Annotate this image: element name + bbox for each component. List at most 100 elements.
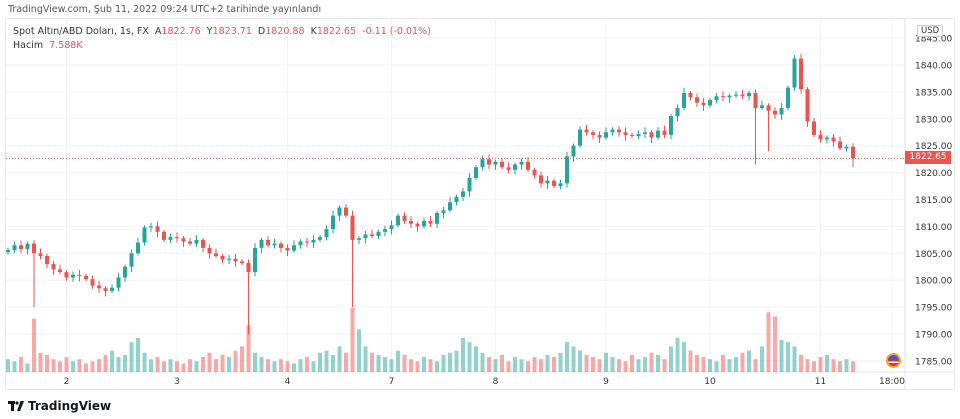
candle-body[interactable] [760,105,764,109]
candle-body[interactable] [701,102,706,106]
candle-body[interactable] [246,262,251,273]
candle-body[interactable] [805,89,810,122]
candle-body[interactable] [558,183,563,187]
candle-body[interactable] [467,177,472,192]
candle-body[interactable] [292,245,296,251]
candle-body[interactable] [175,237,179,239]
candle-body[interactable] [656,130,660,138]
candle-body[interactable] [526,161,530,170]
candle-body[interactable] [721,96,725,98]
symbol-label[interactable]: Spot Altın/ABD Doları, 1s, FX [13,26,149,37]
candle-body[interactable] [298,241,303,246]
candle-body[interactable] [552,180,556,187]
us-flag-event-icon[interactable] [886,353,901,368]
candle-body[interactable] [227,258,231,260]
candle-body[interactable] [32,243,36,254]
candle-body[interactable] [838,141,842,149]
candle-body[interactable] [766,105,771,111]
candle-body[interactable] [513,164,517,170]
candle-body[interactable] [714,96,719,100]
candle-body[interactable] [617,129,621,133]
candle-body[interactable] [311,239,316,243]
candle-body[interactable] [116,277,121,288]
candle-body[interactable] [480,159,485,168]
candle-body[interactable] [272,243,277,246]
candle-body[interactable] [25,243,30,249]
candle-body[interactable] [370,234,374,237]
candle-body[interactable] [142,227,147,243]
candle-body[interactable] [71,274,75,278]
candle-body[interactable] [266,239,270,246]
candle-body[interactable] [675,108,680,117]
candle-body[interactable] [786,87,790,109]
candle-body[interactable] [474,167,478,178]
candle-body[interactable] [350,215,355,240]
candle-body[interactable] [539,175,543,184]
candle-body[interactable] [259,239,264,248]
candle-body[interactable] [38,253,43,256]
candle-body[interactable] [708,99,712,106]
candle-body[interactable] [363,234,368,239]
candle-body[interactable] [636,133,641,137]
candle-body[interactable] [123,266,127,278]
candle-body[interactable] [461,191,465,197]
candle-body[interactable] [318,237,322,240]
candle-body[interactable] [812,121,816,135]
candle-body[interactable] [682,92,686,109]
candle-body[interactable] [103,288,108,291]
candle-body[interactable] [623,132,628,135]
candle-body[interactable] [415,223,420,227]
candle-body[interactable] [337,207,342,216]
candle-body[interactable] [45,255,49,265]
candle-body[interactable] [331,215,335,230]
candle-body[interactable] [162,231,166,240]
candle-body[interactable] [168,237,173,240]
candle-body[interactable] [571,145,576,157]
candle-body[interactable] [240,261,244,263]
candle-body[interactable] [233,258,238,262]
candle-body[interactable] [207,247,212,254]
candle-body[interactable] [64,272,69,278]
candle-body[interactable] [435,212,439,224]
candle-body[interactable] [12,245,17,251]
candle-body[interactable] [97,285,101,289]
footer-brand[interactable]: TradingView [8,399,111,413]
candle-body[interactable] [77,274,82,276]
candle-body[interactable] [506,167,511,170]
candle-body[interactable] [389,225,394,230]
candle-body[interactable] [649,132,654,138]
candle-body[interactable] [441,210,446,213]
candle-body[interactable] [279,243,283,248]
candle-body[interactable] [357,238,361,240]
candle-body[interactable] [597,134,602,138]
candle-body[interactable] [376,231,381,237]
candle-body[interactable] [565,156,569,184]
candle-body[interactable] [422,221,426,227]
candle-body[interactable] [519,161,524,165]
candle-body[interactable] [214,253,218,256]
candle-body[interactable] [662,130,667,135]
candle-body[interactable] [253,247,257,273]
candle-body[interactable] [428,221,433,224]
candle-body[interactable] [409,221,413,224]
candle-body[interactable] [487,159,491,165]
candle-body[interactable] [844,146,849,149]
volume-label[interactable]: Hacim [13,40,44,51]
candle-body[interactable] [591,132,595,135]
candle-body[interactable] [285,247,290,251]
candle-body[interactable] [201,239,205,248]
candle-body[interactable] [818,134,823,140]
candle-body[interactable] [402,215,407,222]
candle-body[interactable] [740,94,745,97]
candle-body[interactable] [630,134,634,137]
candle-body[interactable] [149,226,153,228]
candle-body[interactable] [305,241,309,243]
candle-body[interactable] [6,250,10,253]
candle-body[interactable] [90,279,95,286]
candle-body[interactable] [727,95,732,98]
candle-body[interactable] [454,196,459,203]
candle-body[interactable] [753,92,758,109]
candle-body[interactable] [643,132,647,134]
candle-body[interactable] [188,241,192,244]
candle-body[interactable] [19,245,23,249]
